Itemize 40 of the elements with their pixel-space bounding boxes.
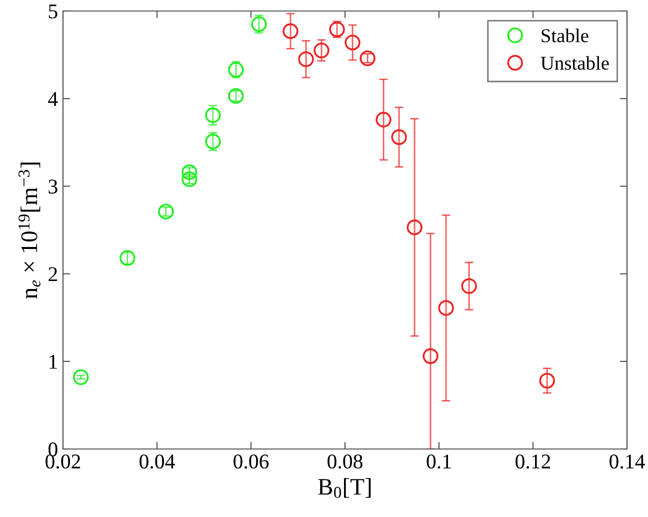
x-tick-label: 0.12 xyxy=(516,454,550,469)
point xyxy=(360,50,376,66)
y-tick-label: 1 xyxy=(50,354,57,369)
point xyxy=(539,372,555,389)
x-tick-label: 0.08 xyxy=(328,454,362,469)
point xyxy=(329,22,345,38)
point xyxy=(344,34,360,50)
x-tick-label: 0.1 xyxy=(426,454,451,469)
y-axis-title: n$_{e}$ × 10$^{19}$[m$^{−3}$] xyxy=(18,162,40,299)
point xyxy=(406,220,422,236)
x-tick-label: 0.04 xyxy=(140,454,175,469)
point xyxy=(120,250,136,266)
point xyxy=(228,62,244,78)
y-tick-label: 4 xyxy=(48,92,58,106)
point xyxy=(376,112,392,128)
point xyxy=(73,369,89,386)
point xyxy=(461,278,477,294)
point xyxy=(205,134,221,150)
point xyxy=(182,164,198,180)
legend-label: Stable xyxy=(542,28,588,42)
x-tick-label: 0.14 xyxy=(610,454,645,469)
point xyxy=(422,348,438,364)
y-tick-label: 5 xyxy=(48,4,58,18)
point xyxy=(205,107,221,124)
x-axis-title: B$_{0}$[T] xyxy=(318,478,371,498)
y-tick-label: 0 xyxy=(48,442,58,456)
point xyxy=(228,88,244,104)
x-tick-label: 0.06 xyxy=(234,454,269,469)
legend-label: Unstable xyxy=(540,56,609,70)
point xyxy=(251,16,267,32)
y-tick-label: 3 xyxy=(48,180,58,194)
point xyxy=(314,42,330,58)
y-tick-label: 2 xyxy=(48,267,57,282)
point xyxy=(391,129,407,145)
point xyxy=(158,204,174,220)
point xyxy=(282,23,298,39)
point xyxy=(438,300,454,316)
point xyxy=(182,171,198,188)
x-tick-label: 0.02 xyxy=(46,454,80,469)
point xyxy=(298,51,314,68)
